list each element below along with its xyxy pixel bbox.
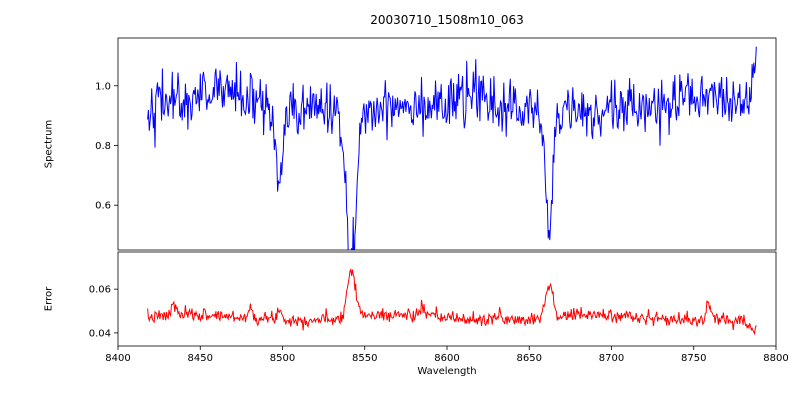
svg-text:8550: 8550 xyxy=(352,353,377,364)
chart-title: 20030710_1508m10_063 xyxy=(370,13,524,27)
svg-text:8750: 8750 xyxy=(681,353,706,364)
svg-text:8700: 8700 xyxy=(599,353,624,364)
svg-text:0.6: 0.6 xyxy=(95,201,111,212)
svg-text:0.04: 0.04 xyxy=(89,328,111,339)
svg-text:0.06: 0.06 xyxy=(89,285,111,296)
svg-text:8650: 8650 xyxy=(517,353,542,364)
svg-text:8600: 8600 xyxy=(434,353,459,364)
svg-text:1.0: 1.0 xyxy=(95,81,111,92)
wavelength-axis-label: Wavelength xyxy=(417,366,477,377)
svg-text:8500: 8500 xyxy=(270,353,295,364)
svg-text:8400: 8400 xyxy=(105,353,130,364)
svg-text:0.8: 0.8 xyxy=(95,141,111,152)
svg-text:8800: 8800 xyxy=(763,353,788,364)
svg-text:8450: 8450 xyxy=(188,353,213,364)
